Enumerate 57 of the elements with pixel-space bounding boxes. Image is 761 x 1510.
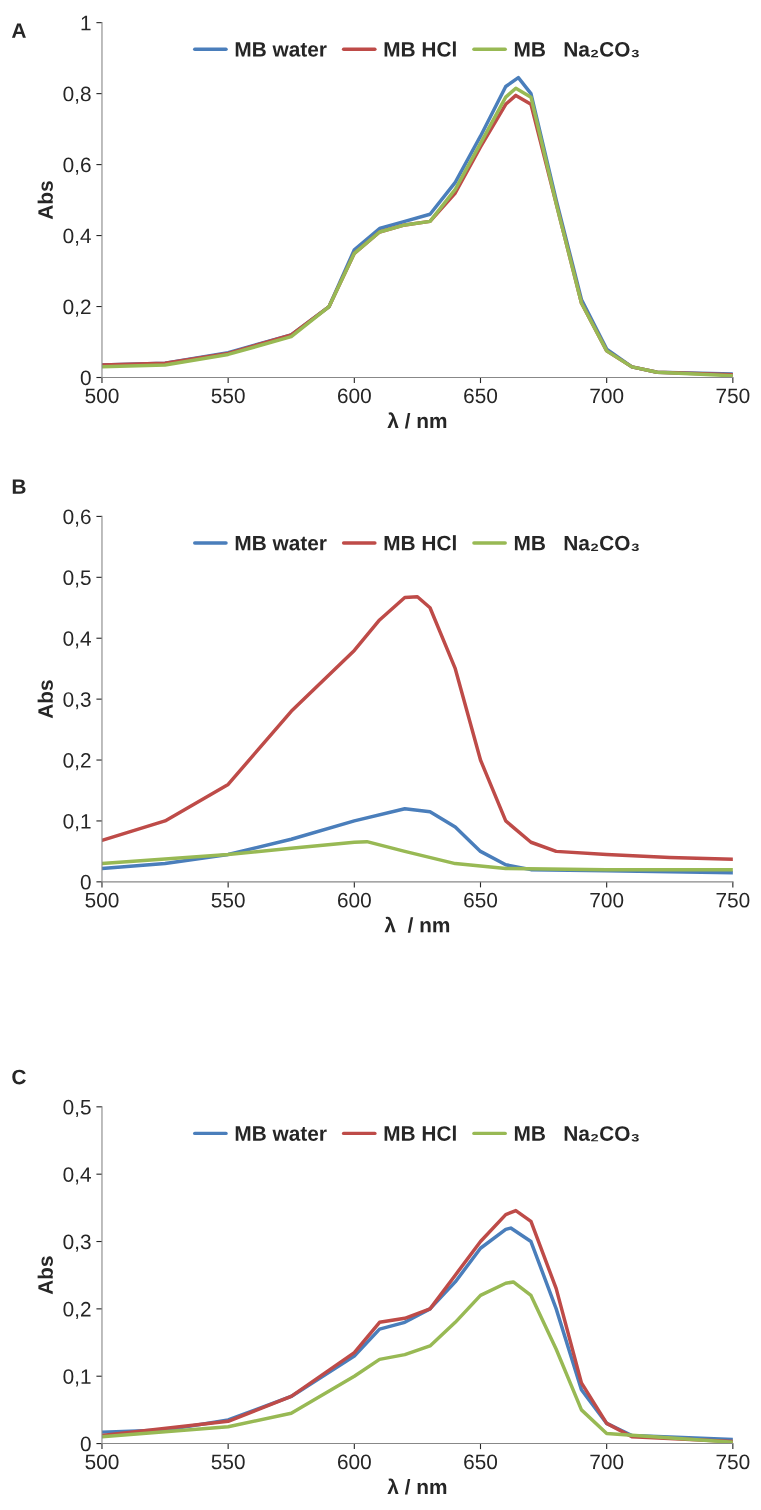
- x-tick-label: 700: [590, 1454, 624, 1470]
- x-tick-label: 600: [338, 892, 371, 908]
- y-tick-label: 0,2: [63, 753, 91, 771]
- chart-title: C: [12, 1069, 26, 1085]
- y-tick-label: 0,5: [63, 570, 91, 588]
- y-tick-label: 0,4: [63, 228, 91, 246]
- y-tick-label: 0,6: [63, 157, 91, 175]
- y-tick-label: 0,3: [63, 692, 91, 710]
- x-axis-title: λ / nm: [387, 412, 447, 429]
- legend-label: MB Na₂CO₃: [514, 41, 639, 58]
- y-tick-label: 0,2: [63, 299, 91, 317]
- y-tick-label: 0,4: [63, 631, 91, 649]
- x-tick-label: 650: [464, 1454, 498, 1470]
- y-tick-label: 0,8: [63, 86, 91, 104]
- x-axis-title: λ / nm: [387, 1478, 447, 1495]
- legend-label: MB water: [235, 42, 327, 57]
- y-tick-label: 0,1: [63, 1369, 91, 1387]
- legend-label: MB HCl: [384, 1125, 456, 1141]
- x-tick-label: 750: [716, 388, 750, 404]
- x-tick-label: 550: [211, 1454, 245, 1470]
- y-axis-title: Abs: [37, 181, 53, 220]
- chart-title: A: [11, 23, 26, 38]
- x-tick-label: 550: [211, 892, 245, 908]
- legend-label: MB Na₂CO₃: [514, 1126, 639, 1142]
- x-tick-label: 650: [464, 388, 498, 404]
- y-tick-label: 0,1: [63, 813, 91, 832]
- x-axis-title: λ / nm: [384, 916, 450, 933]
- x-tick-label: 600: [338, 388, 371, 404]
- x-tick-label: 650: [464, 892, 498, 908]
- y-tick-label: 0: [80, 370, 91, 386]
- y-tick-label: 0,3: [63, 1234, 91, 1252]
- y-tick-label: 0,6: [63, 509, 91, 527]
- x-tick-label: 700: [590, 892, 624, 908]
- line-series: [101, 595, 733, 862]
- y-tick-label: 0,2: [63, 1301, 91, 1320]
- y-tick-label: 0,5: [63, 1099, 91, 1118]
- x-tick-label: 600: [338, 1454, 371, 1470]
- x-tick-label: 750: [716, 1454, 750, 1470]
- x-tick-label: 750: [716, 892, 750, 908]
- x-tick-label: 500: [85, 1454, 119, 1470]
- line-series: [101, 839, 733, 872]
- legend-label: MB HCl: [384, 41, 456, 57]
- y-axis-title: Abs: [37, 1256, 53, 1295]
- x-tick-label: 700: [590, 388, 624, 404]
- y-tick-label: 0: [80, 1436, 91, 1452]
- legend-label: MB Na₂CO₃: [514, 535, 639, 552]
- x-tick-label: 550: [211, 388, 245, 404]
- y-tick-label: 0,4: [63, 1167, 91, 1185]
- x-tick-label: 500: [85, 892, 119, 908]
- legend-label: MB water: [235, 1126, 327, 1141]
- legend-label: MB HCl: [384, 535, 456, 551]
- x-tick-label: 500: [85, 388, 119, 404]
- legend-label: MB water: [235, 535, 327, 551]
- y-tick-label: 1: [81, 15, 91, 31]
- y-tick-label: 0: [80, 874, 91, 890]
- chart-title: B: [12, 479, 26, 494]
- y-axis-title: Abs: [37, 680, 53, 719]
